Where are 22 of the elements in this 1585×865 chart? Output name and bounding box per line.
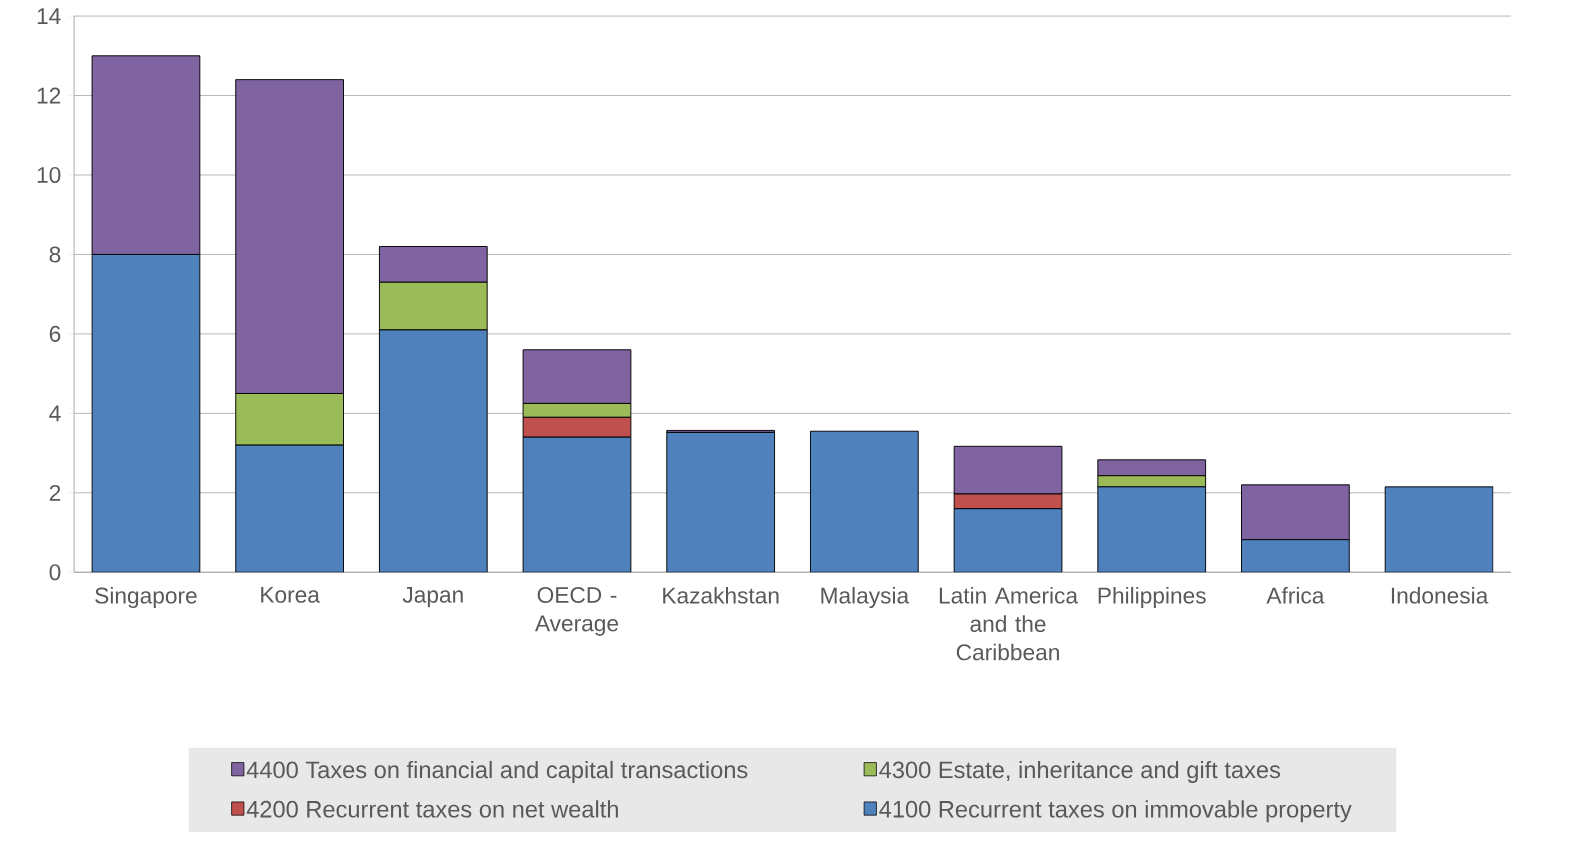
y-tick-label: 2 [49, 485, 61, 501]
legend-label: 4200 Recurrent taxes on net wealth [246, 800, 618, 818]
x-tick-label: Korea [261, 587, 320, 604]
x-tick-label: Singapore [95, 587, 197, 609]
y-tick-label: 10 [37, 167, 61, 184]
x-tick-label: Japan [402, 587, 463, 608]
x-tick-label: Kazakhstan [663, 587, 779, 604]
x-tick-label: Malaysia [821, 587, 910, 609]
x-tick-label: Philippines [1098, 587, 1206, 609]
legend-label: 4300 Estate, inheritance and gift taxes [879, 761, 1281, 784]
x-tick-label: Latin America and the Caribbean [939, 587, 1079, 661]
legend-label: 4400 Taxes on financial and capital transactions [246, 761, 748, 784]
y-tick-label: 8 [49, 246, 61, 263]
y-tick-label: 0 [49, 564, 61, 581]
legend-label: 4100 Recurrent taxes on immovable property [879, 800, 1352, 823]
y-tick-label: 12 [37, 87, 61, 104]
x-tick-label: Indonesia [1391, 587, 1489, 604]
y-tick-label: 14 [37, 8, 61, 25]
x-tick-label: Africa [1266, 587, 1325, 604]
x-tick-label: OECD - Average [534, 587, 619, 637]
y-tick-label: 6 [49, 326, 61, 343]
y-tick-label: 4 [49, 405, 61, 422]
